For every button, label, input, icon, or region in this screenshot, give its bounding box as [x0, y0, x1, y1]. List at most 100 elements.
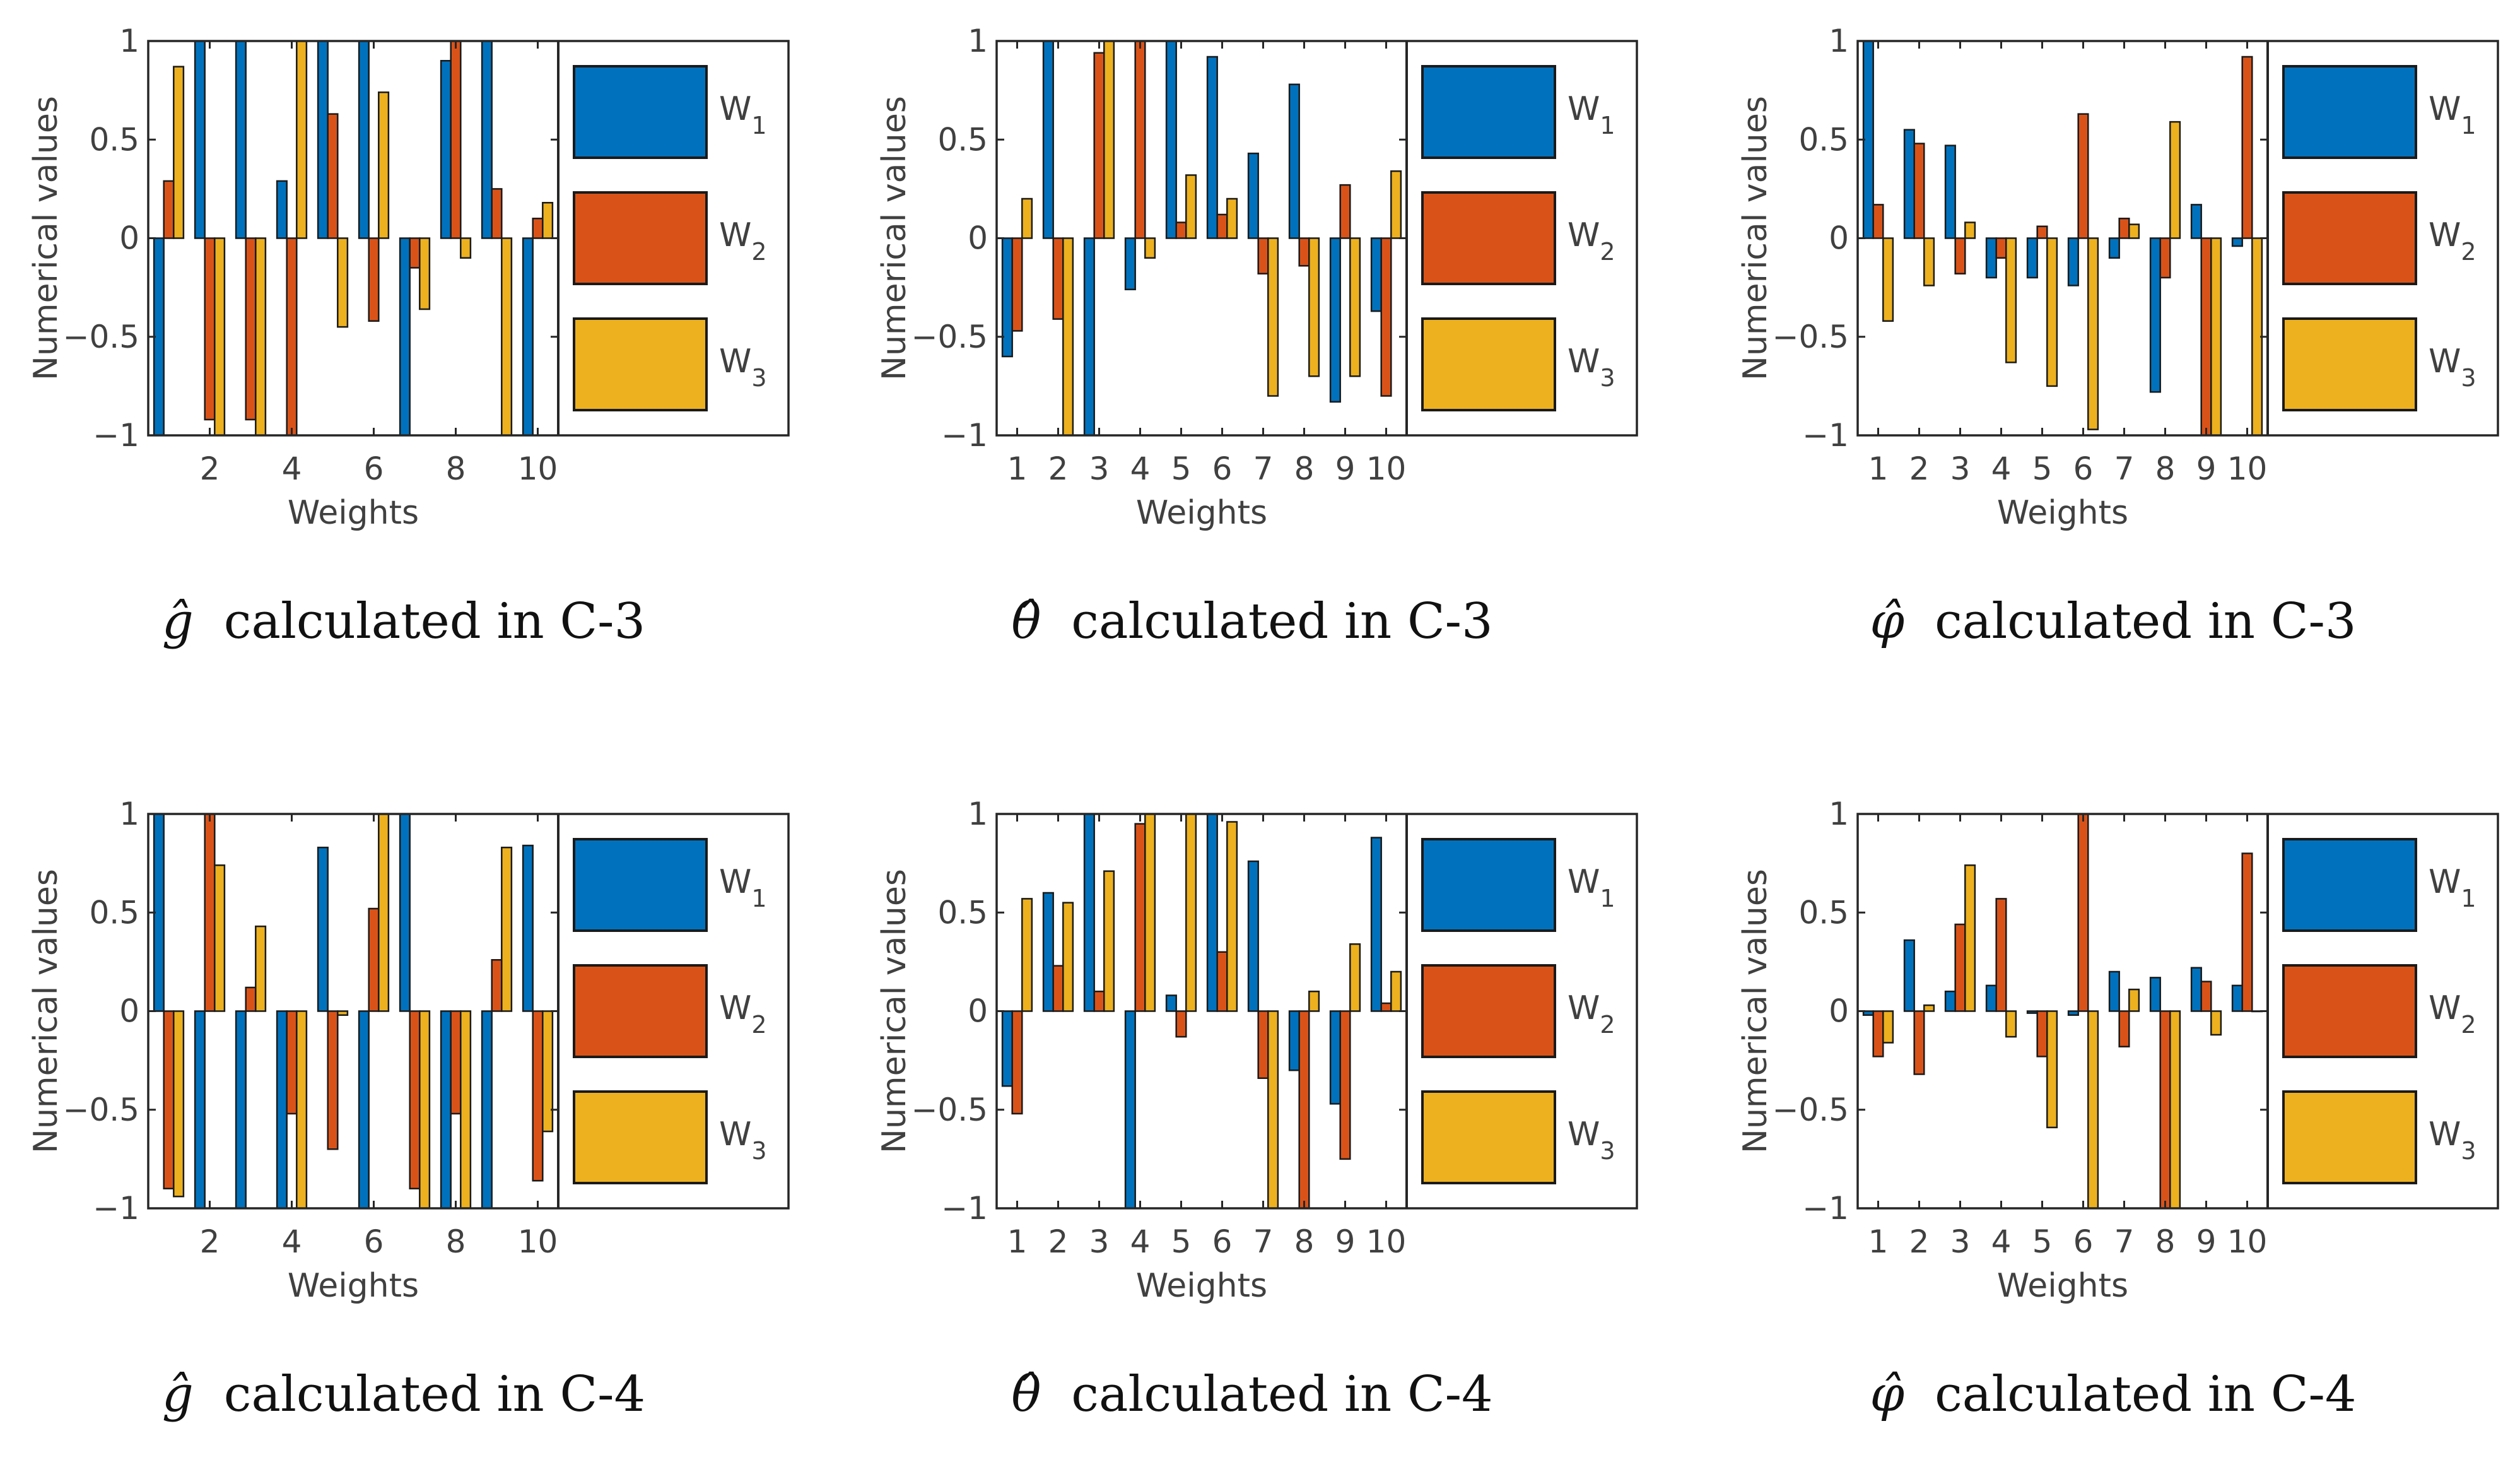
bar-w2-7 — [1257, 1010, 1269, 1079]
y-tick-label: 0 — [119, 993, 139, 1030]
legend-swatch-w1 — [1421, 65, 1556, 159]
bar-w3-7 — [419, 1010, 431, 1210]
bar-w3-7 — [2128, 988, 2140, 1012]
legend-swatch-w1 — [573, 838, 708, 932]
bar-w3-1 — [173, 1010, 185, 1198]
bar-w3-10 — [542, 1010, 554, 1133]
x-tick-label: 1 — [1007, 451, 1028, 487]
bar-w1-8 — [2149, 237, 2161, 393]
legend-swatch-w3 — [573, 1090, 708, 1184]
bar-w3-10 — [542, 202, 554, 239]
legend-label-w3: W3 — [2429, 343, 2476, 392]
bar-w3-1 — [173, 66, 185, 239]
bar-w3-7 — [419, 237, 431, 310]
caption-symbol: θ̂ — [1011, 593, 1041, 650]
legend-label-w2: W2 — [1568, 989, 1615, 1039]
x-tick-label: 2 — [200, 1223, 220, 1260]
x-tick-label: 9 — [2196, 1223, 2217, 1260]
bar-w1-3 — [1083, 813, 1095, 1012]
caption-text: calculated in C-4 — [1935, 1366, 2357, 1423]
x-tick-label: 8 — [446, 451, 466, 487]
bar-w2-8 — [1298, 237, 1310, 267]
legend-swatch-w2 — [1421, 964, 1556, 1058]
y-tick-label: 0 — [968, 220, 988, 257]
x-tick-label: 5 — [1171, 1223, 1192, 1260]
bar-w3-8 — [2169, 1010, 2181, 1210]
bar-w1-9 — [481, 40, 493, 239]
bar-w3-2 — [1062, 902, 1074, 1012]
legend-swatch-w1 — [2282, 838, 2417, 932]
bar-w2-6 — [368, 237, 380, 322]
bar-w2-10 — [1380, 237, 1392, 397]
bar-w2-4 — [1134, 40, 1146, 239]
y-tick-label: 0 — [1829, 993, 1849, 1030]
legend-label-w3: W3 — [1568, 1116, 1615, 1165]
bar-w3-4 — [1144, 813, 1156, 1012]
x-tick-label: 8 — [446, 1223, 466, 1260]
y-tick-label: 1 — [119, 23, 139, 59]
bar-w2-3 — [1093, 991, 1105, 1012]
bar-w1-2 — [1042, 892, 1054, 1012]
bar-w1-7 — [1247, 860, 1259, 1012]
bar-w1-4 — [1985, 237, 1997, 279]
bar-w2-9 — [2200, 981, 2212, 1012]
bar-w1-9 — [2190, 204, 2202, 239]
legend-swatch-w2 — [573, 964, 708, 1058]
bar-w2-5 — [2036, 1010, 2048, 1058]
bar-w3-1 — [1021, 197, 1033, 239]
bar-w2-10 — [532, 1010, 544, 1182]
y-tick-label: 0.5 — [1798, 121, 1849, 158]
x-axis-label: Weights — [1997, 494, 2128, 532]
caption-symbol: φ̂ — [1870, 1366, 1905, 1423]
bar-w1-3 — [235, 1010, 247, 1210]
caption-4: ĝ calculated in C-4 — [0, 1366, 807, 1423]
x-tick-label: 7 — [1253, 451, 1274, 487]
caption-text: calculated in C-3 — [1935, 593, 2357, 650]
x-tick-label: 9 — [1335, 1223, 1356, 1260]
x-tick-label: 8 — [2155, 1223, 2176, 1260]
bar-w2-7 — [2118, 218, 2130, 239]
legend-swatch-w1 — [2282, 65, 2417, 159]
bar-w2-10 — [2241, 56, 2253, 239]
bar-w1-8 — [440, 60, 452, 239]
bar-w2-10 — [532, 218, 544, 239]
legend-label-w2: W2 — [1568, 216, 1615, 266]
bar-w2-8 — [450, 40, 462, 239]
bar-w2-3 — [1093, 52, 1105, 239]
bar-w3-2 — [214, 864, 226, 1012]
bar-w3-9 — [2210, 1010, 2222, 1036]
y-axis-label: Numerical values — [1737, 869, 1774, 1153]
bar-w3-3 — [255, 925, 267, 1012]
x-tick-label: 10 — [1366, 1223, 1407, 1260]
x-tick-label: 5 — [2032, 451, 2053, 487]
x-tick-label: 9 — [1335, 451, 1356, 487]
bar-w1-6 — [2067, 1010, 2079, 1016]
bar-w2-9 — [2200, 237, 2212, 437]
bar-w2-2 — [1913, 1010, 1925, 1075]
bar-w2-3 — [245, 986, 257, 1012]
legend-label-w3: W3 — [2429, 1116, 2476, 1165]
bar-w1-5 — [1165, 994, 1177, 1012]
bar-w1-4 — [1985, 984, 1997, 1012]
bar-w1-5 — [2026, 237, 2038, 279]
bar-w1-8 — [440, 1010, 452, 1210]
legend-label-w1: W1 — [719, 90, 767, 139]
bar-w2-8 — [2159, 1010, 2171, 1210]
bar-w2-6 — [368, 907, 380, 1012]
bar-w2-5 — [1175, 221, 1187, 239]
bar-w1-8 — [2149, 977, 2161, 1012]
bar-w2-8 — [2159, 237, 2171, 279]
bar-w3-2 — [1062, 237, 1074, 437]
bar-w1-7 — [2108, 970, 2120, 1012]
bar-w2-1 — [163, 180, 175, 239]
caption-text: calculated in C-4 — [1071, 1366, 1493, 1423]
legend-swatch-w3 — [573, 317, 708, 411]
x-tick-label: 2 — [1909, 1223, 1930, 1260]
bar-w1-2 — [194, 40, 206, 239]
y-tick-label: 0.5 — [1798, 894, 1849, 931]
bar-w1-10 — [522, 844, 534, 1012]
bar-w3-3 — [255, 237, 267, 437]
